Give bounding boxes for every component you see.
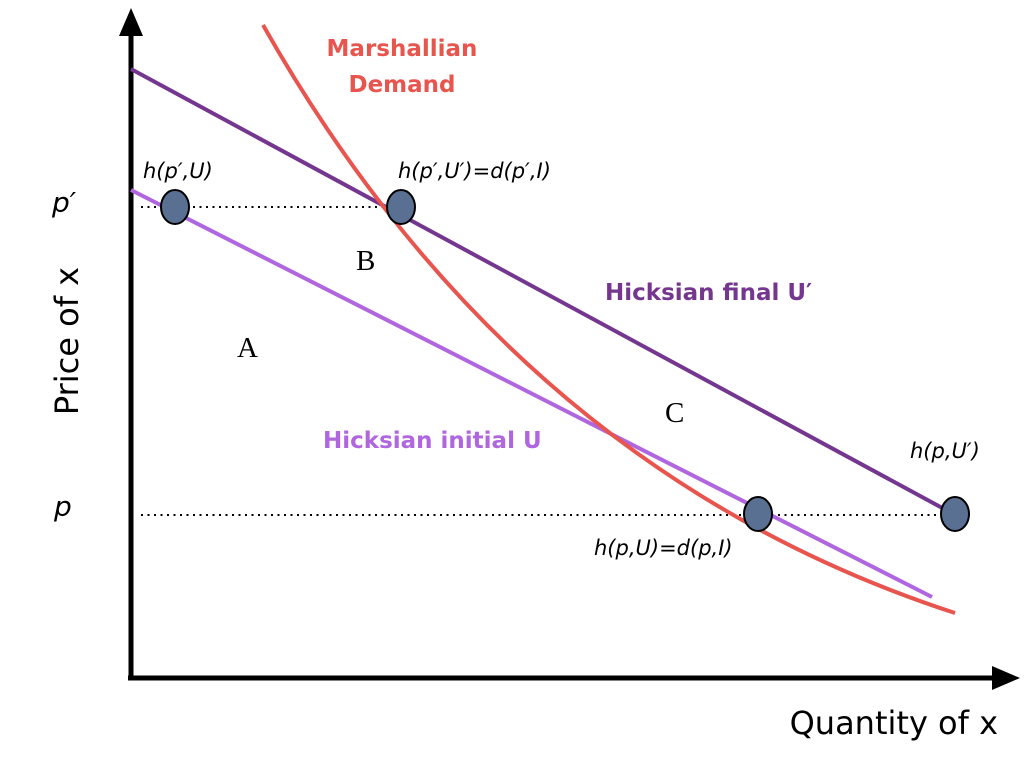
hicksian-final-label: Hicksian final U′ bbox=[605, 280, 812, 306]
label-h-p-U: h(p,U)=d(p,I) bbox=[594, 536, 733, 560]
y-tick-pprime: p′ bbox=[51, 186, 77, 219]
marshallian-label-line2: Demand bbox=[348, 72, 455, 98]
point-h-pprime-U bbox=[160, 189, 190, 225]
area-label-c: C bbox=[665, 397, 684, 429]
hicksian-final-curve bbox=[130, 67, 947, 512]
area-label-a: A bbox=[237, 332, 258, 364]
x-axis-arrow bbox=[992, 666, 1020, 690]
y-tick-p: p bbox=[53, 490, 72, 523]
area-label-b: B bbox=[356, 245, 375, 277]
hicksian-initial-label: Hicksian initial U bbox=[323, 428, 542, 454]
label-h-pprime-Uprime: h(p′,U′)=d(p′,I) bbox=[398, 159, 551, 183]
marshallian-label-line1: Marshallian bbox=[327, 36, 478, 62]
marshallian-demand-curve bbox=[261, 24, 956, 615]
hicksian-initial-curve bbox=[130, 188, 933, 599]
point-h-pprime-Uprime bbox=[386, 189, 416, 225]
label-h-pprime-U: h(p′,U) bbox=[143, 159, 213, 183]
y-axis-title: Price of x bbox=[48, 267, 86, 415]
label-h-p-Uprime: h(p,U′) bbox=[910, 439, 980, 463]
point-h-p-Uprime bbox=[940, 496, 970, 532]
point-h-p-U bbox=[743, 496, 773, 532]
y-axis-arrow bbox=[119, 8, 143, 36]
x-axis-title: Quantity of x bbox=[790, 704, 998, 742]
